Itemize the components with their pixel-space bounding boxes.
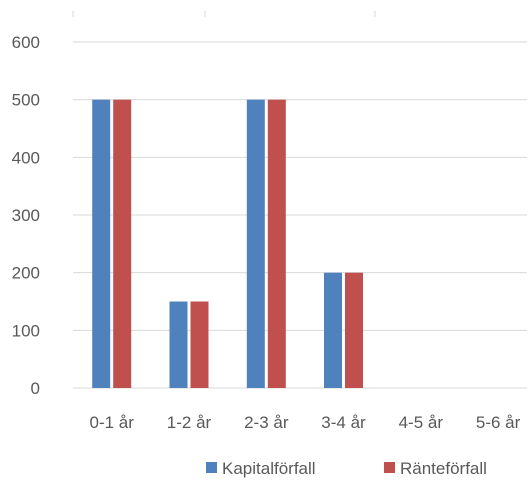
legend-swatch-1	[384, 462, 395, 473]
legend-label-1: Ränteförfall	[400, 459, 487, 478]
bar-rantforfall-3	[345, 272, 363, 388]
x-tick-label: 5-6 år	[476, 413, 521, 432]
gridlines	[73, 41, 527, 389]
y-tick-label: 0	[31, 379, 40, 398]
bar-kapitalforfall-0	[92, 99, 111, 388]
y-tick-label: 100	[12, 321, 40, 340]
bar-rantforfall-0	[113, 99, 132, 388]
y-tick-label: 300	[12, 206, 40, 225]
bar-rantforfall-1	[190, 301, 209, 388]
y-tick-label: 400	[12, 148, 40, 167]
y-tick-label: 600	[12, 33, 40, 52]
x-axis-tick-labels: 0-1 år 1-2 år 2-3 år 3-4 år 4-5 år 5-6 år	[89, 413, 520, 432]
top-tick-marks	[72, 11, 376, 17]
x-tick-label: 2-3 år	[244, 413, 289, 432]
y-axis-tick-labels: 0 100 200 300 400 500 600	[12, 33, 40, 398]
y-tick-label: 200	[12, 264, 40, 283]
bar-kapitalforfall-1	[169, 301, 188, 388]
legend-label-0: Kapitalförfall	[222, 459, 316, 478]
legend: Kapitalförfall Ränteförfall	[206, 459, 487, 478]
x-tick-label: 0-1 år	[89, 413, 134, 432]
x-tick-label: 1-2 år	[167, 413, 212, 432]
legend-swatch-0	[206, 462, 217, 473]
bar-kapitalforfall-3	[324, 272, 342, 388]
bar-rantforfall-2	[267, 99, 286, 388]
x-tick-label: 3-4 år	[321, 413, 366, 432]
y-tick-label: 500	[12, 91, 40, 110]
bars	[92, 99, 363, 388]
x-tick-label: 4-5 år	[399, 413, 444, 432]
bar-kapitalforfall-2	[246, 99, 265, 388]
